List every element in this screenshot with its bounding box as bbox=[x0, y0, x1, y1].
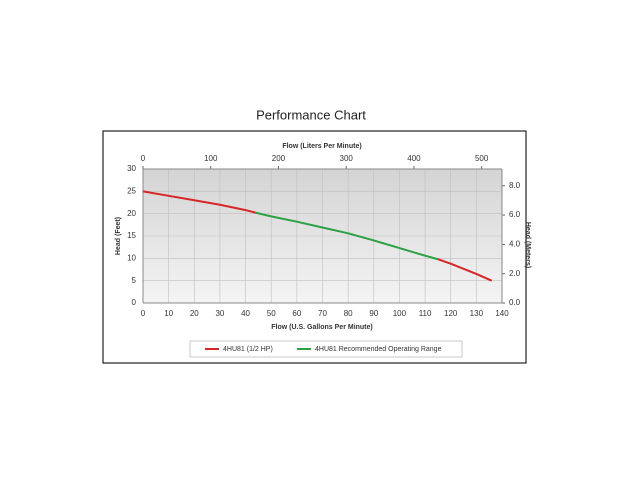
y2-tick-label: 6.0 bbox=[509, 210, 521, 219]
legend-label: 4HU81 (1/2 HP) bbox=[223, 346, 273, 353]
y2-tick-label: 2.0 bbox=[509, 269, 521, 278]
x2-tick-label: 0 bbox=[141, 154, 146, 163]
y2-tick-label: 0.0 bbox=[509, 298, 521, 307]
x-tick-label: 50 bbox=[267, 309, 276, 318]
x-tick-label: 120 bbox=[444, 309, 458, 318]
x-tick-label: 30 bbox=[215, 309, 224, 318]
x-axis-label: Flow (U.S. Gallons Per Minute) bbox=[271, 324, 373, 331]
y-tick-label: 5 bbox=[132, 276, 137, 285]
chart-title: Performance Chart bbox=[256, 107, 366, 122]
x-tick-label: 90 bbox=[369, 309, 378, 318]
y-tick-label: 20 bbox=[127, 209, 136, 218]
x-tick-label: 110 bbox=[419, 309, 432, 318]
legend-label: 4HU81 Recommended Operating Range bbox=[315, 346, 442, 353]
y2-tick-label: 8.0 bbox=[509, 181, 521, 190]
y-tick-label: 30 bbox=[127, 164, 136, 173]
y2-axis-label: Head (Meters) bbox=[524, 222, 531, 268]
legend bbox=[189, 340, 463, 358]
y-tick-label: 15 bbox=[127, 231, 136, 240]
x-tick-label: 100 bbox=[393, 309, 407, 318]
series-line bbox=[255, 211, 439, 261]
x2-tick-label: 300 bbox=[340, 154, 354, 163]
y-axis-label: Head (Feet) bbox=[115, 217, 122, 255]
x2-tick-label: 200 bbox=[272, 154, 286, 163]
x-tick-label: 10 bbox=[164, 309, 173, 318]
x-tick-label: 0 bbox=[141, 309, 146, 318]
x2-tick-label: 400 bbox=[407, 154, 421, 163]
x-tick-label: 20 bbox=[190, 309, 199, 318]
top-axis-label: Flow (Liters Per Minute) bbox=[282, 143, 361, 150]
x2-tick-label: 500 bbox=[475, 154, 489, 163]
x-tick-label: 70 bbox=[318, 309, 327, 318]
y-tick-label: 0 bbox=[132, 298, 137, 307]
x-tick-label: 60 bbox=[292, 309, 301, 318]
x-tick-label: 40 bbox=[241, 309, 250, 318]
series-line bbox=[142, 190, 493, 282]
x-tick-label: 80 bbox=[344, 309, 353, 318]
y-tick-label: 25 bbox=[127, 186, 136, 195]
y-tick-label: 10 bbox=[127, 253, 136, 262]
y2-tick-label: 4.0 bbox=[509, 239, 521, 248]
x-tick-label: 130 bbox=[470, 309, 484, 318]
x2-tick-label: 100 bbox=[204, 154, 218, 163]
x-tick-label: 140 bbox=[495, 309, 509, 318]
